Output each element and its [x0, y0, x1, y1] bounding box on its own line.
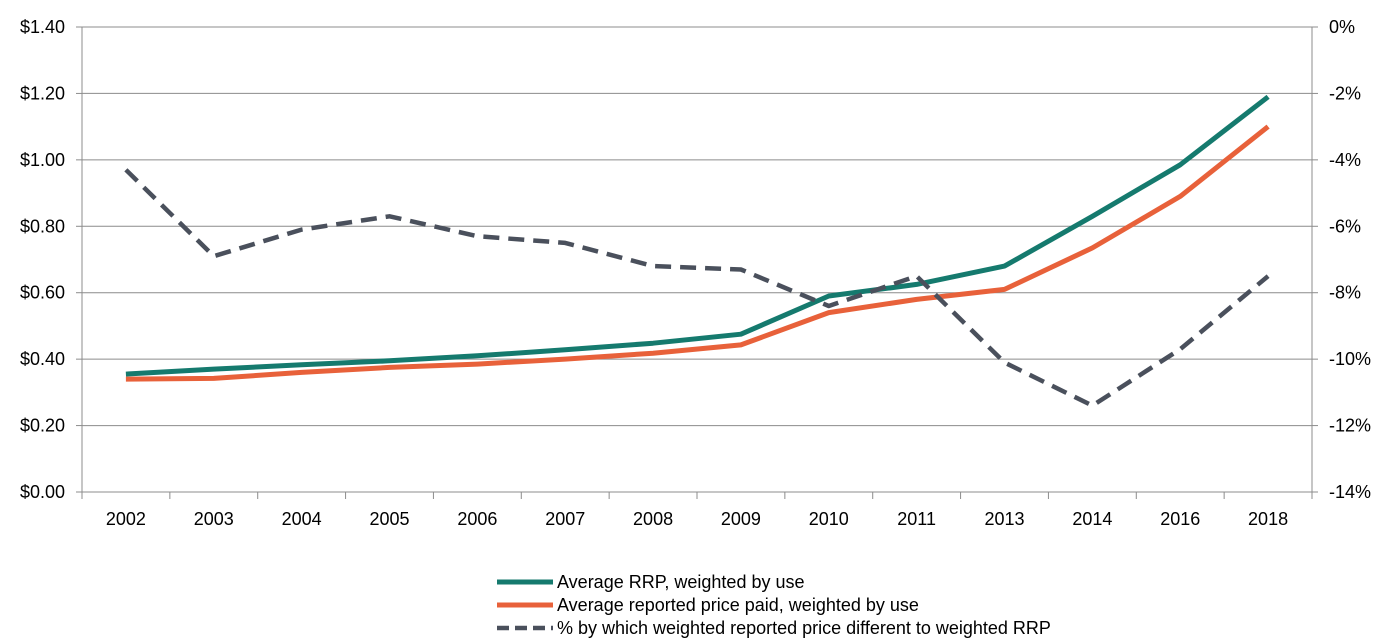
- y-right-tick-label: -6%: [1329, 216, 1361, 236]
- x-tick-label: 2014: [1072, 509, 1112, 529]
- y-right-tick-label: 0%: [1329, 17, 1355, 37]
- y-right-tick-label: -14%: [1329, 482, 1371, 502]
- y-right-tick-label: -12%: [1329, 416, 1371, 436]
- legend: Average RRP, weighted by use Average repo…: [497, 572, 1051, 638]
- y-left-tick-label: $1.40: [20, 17, 65, 37]
- x-tick-label: 2010: [809, 509, 849, 529]
- series-line-3: [124, 168, 1270, 408]
- x-tick-label: 2002: [106, 509, 146, 529]
- series-lines: [124, 94, 1270, 408]
- x-tick-label: 2006: [457, 509, 497, 529]
- x-tick-label: 2009: [721, 509, 761, 529]
- x-tick-label: 2007: [545, 509, 585, 529]
- axes: $0.00 $0.20 $0.40 $0.60 $0.80 $1.00 $1.20 $1.40…: [20, 17, 1371, 529]
- y-left-tick-label: $0.40: [20, 349, 65, 369]
- x-tick-label: 2004: [282, 509, 322, 529]
- y-right-tick-label: -4%: [1329, 150, 1361, 170]
- x-tick-label: 2011: [897, 509, 936, 529]
- x-tick-label: 2016: [1160, 509, 1200, 529]
- y-left-tick-label: $0.80: [20, 216, 65, 236]
- legend-label: % by which weighted reported price diffe…: [557, 618, 1051, 638]
- x-tick-label: 2013: [984, 509, 1024, 529]
- y-left-tick-label: $0.00: [20, 482, 65, 502]
- y-left-tick-label: $1.00: [20, 150, 65, 170]
- x-tick-label: 2003: [194, 509, 234, 529]
- grid-lines: [82, 26, 1312, 427]
- y-left-tick-label: $0.20: [20, 416, 65, 436]
- x-tick-label: 2018: [1248, 509, 1288, 529]
- x-tick-label: 2005: [369, 509, 409, 529]
- legend-label: Average RRP, weighted by use: [557, 572, 805, 592]
- x-tick-label: 2008: [633, 509, 673, 529]
- y-left-tick-label: $1.20: [20, 83, 65, 103]
- y-left-tick-label: $0.60: [20, 283, 65, 303]
- y-right-tick-label: -10%: [1329, 349, 1371, 369]
- legend-label: Average reported price paid, weighted by…: [557, 595, 919, 615]
- y-right-tick-label: -2%: [1329, 83, 1361, 103]
- y-right-tick-label: -8%: [1329, 283, 1361, 303]
- series-line-1: [125, 94, 1270, 377]
- series-line-2: [125, 124, 1270, 382]
